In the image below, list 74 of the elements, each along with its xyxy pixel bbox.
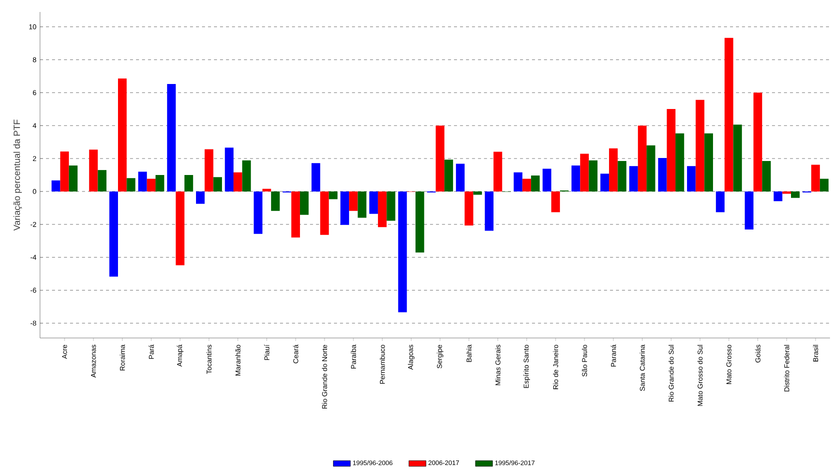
bar — [600, 174, 610, 192]
bar — [484, 191, 494, 231]
bar — [588, 160, 598, 192]
bar — [146, 178, 156, 192]
bar — [242, 160, 251, 192]
bar — [658, 158, 667, 192]
bar — [378, 191, 387, 228]
bar — [542, 168, 552, 192]
bar — [176, 191, 184, 266]
bar — [696, 100, 704, 192]
bar — [609, 148, 618, 192]
bar — [716, 191, 725, 212]
bar — [213, 177, 222, 192]
bar — [571, 165, 580, 192]
bar — [109, 191, 118, 277]
bar — [312, 163, 320, 192]
bar — [493, 152, 502, 192]
bar — [456, 164, 465, 192]
bar — [436, 126, 444, 192]
bar — [744, 191, 754, 230]
bar — [60, 151, 69, 192]
bar — [126, 178, 136, 192]
bar — [204, 149, 214, 192]
bar — [666, 108, 676, 192]
bar — [68, 165, 78, 192]
bar — [291, 191, 300, 238]
bar — [167, 84, 176, 192]
bar — [224, 148, 234, 192]
bar — [762, 160, 771, 192]
bar — [531, 175, 540, 192]
bar — [300, 191, 309, 215]
bar — [638, 126, 647, 192]
bar — [444, 160, 454, 192]
bar — [753, 92, 762, 192]
bar — [820, 178, 829, 192]
bar — [349, 191, 358, 211]
bar — [271, 191, 280, 211]
bar — [234, 172, 242, 192]
bar — [416, 191, 424, 253]
bar — [514, 172, 522, 192]
bar — [791, 191, 800, 198]
bar — [782, 191, 792, 194]
bar — [704, 133, 714, 192]
bar — [254, 191, 262, 234]
bar — [618, 160, 626, 192]
bar — [522, 178, 532, 192]
bar — [52, 180, 60, 192]
bar — [196, 191, 205, 204]
bar — [551, 191, 560, 212]
bar — [687, 166, 696, 192]
bar — [138, 172, 147, 192]
bar — [340, 191, 350, 225]
bar — [98, 170, 106, 192]
bar — [724, 38, 734, 192]
bar — [320, 191, 329, 235]
bar — [580, 154, 589, 192]
bar — [358, 191, 366, 218]
bar — [733, 124, 742, 192]
bar — [89, 150, 98, 192]
bar — [156, 174, 164, 192]
bar — [118, 78, 127, 192]
bar — [464, 191, 474, 226]
bar — [646, 145, 656, 192]
bar — [675, 133, 684, 192]
y-axis-title: Variação percentual da PTF — [13, 120, 22, 231]
bar — [629, 166, 638, 192]
bar — [811, 164, 820, 192]
bar — [386, 191, 396, 221]
bar — [262, 188, 272, 192]
bar — [328, 191, 338, 200]
bar — [774, 191, 782, 202]
bar — [369, 191, 378, 214]
bar — [398, 191, 407, 312]
bar — [184, 174, 194, 192]
